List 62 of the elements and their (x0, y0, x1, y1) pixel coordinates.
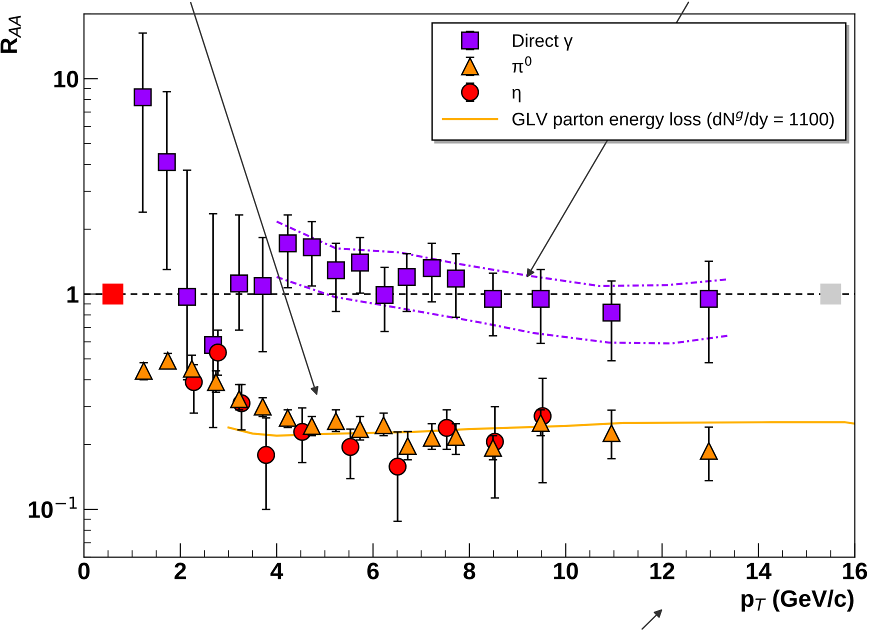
point (326, 261, 345, 280)
point (376, 286, 394, 304)
y-tick-label: 10$^{−1}$ (28, 496, 77, 518)
legend-label: GLV parton energy loss (dN$^{g}$/dy = 1100) (512, 111, 834, 130)
legend-label: Direct γ (513, 34, 573, 51)
point (700, 290, 718, 308)
point (700, 442, 718, 460)
point (230, 274, 248, 292)
x-tick-label: 6 (367, 562, 379, 580)
legend-label: η (512, 88, 520, 102)
point (326, 412, 345, 430)
legend-label: π$^{0}$ (512, 56, 532, 73)
point (302, 416, 321, 436)
x-tick-label: 8 (464, 562, 476, 580)
line-series (276, 220, 729, 288)
y-tick-label: 10 (54, 70, 78, 88)
point (158, 153, 176, 172)
x-tick-label: 2 (174, 562, 186, 580)
point (230, 390, 248, 408)
point (254, 276, 272, 296)
point (182, 360, 201, 378)
point (208, 344, 227, 362)
point (278, 234, 297, 252)
point (422, 428, 441, 447)
y-tick-label: 1 (67, 286, 78, 303)
point (302, 238, 321, 256)
point (398, 436, 417, 456)
point (341, 438, 360, 456)
point (134, 88, 152, 106)
point (350, 420, 370, 438)
point (178, 288, 196, 306)
point (398, 268, 416, 286)
point (388, 458, 407, 476)
point (422, 259, 441, 278)
point (602, 304, 621, 322)
line-series (227, 421, 855, 437)
point (446, 270, 465, 288)
point (484, 290, 502, 308)
x-axis-title: p$_{T}$ (GeV/c) (742, 590, 854, 612)
point (206, 373, 225, 392)
point (134, 362, 153, 380)
x-tick-label: 16 (843, 562, 868, 580)
point (158, 352, 177, 370)
point (257, 446, 276, 464)
point (820, 284, 842, 304)
point (374, 416, 393, 434)
point (278, 408, 297, 427)
point (350, 254, 370, 272)
point (484, 438, 502, 457)
point (602, 424, 621, 442)
point (532, 414, 550, 432)
y-axis-title: R$_{AA}$ (0, 16, 21, 53)
point (102, 284, 124, 304)
point (532, 290, 550, 308)
x-tick-label: 12 (650, 562, 674, 580)
x-tick-label: 0 (78, 562, 90, 580)
point (446, 428, 465, 446)
x-tick-label: 14 (746, 562, 772, 580)
x-tick-label: 4 (270, 562, 284, 580)
line-series (276, 276, 729, 344)
point (438, 418, 456, 437)
x-tick-label: 10 (554, 562, 578, 580)
